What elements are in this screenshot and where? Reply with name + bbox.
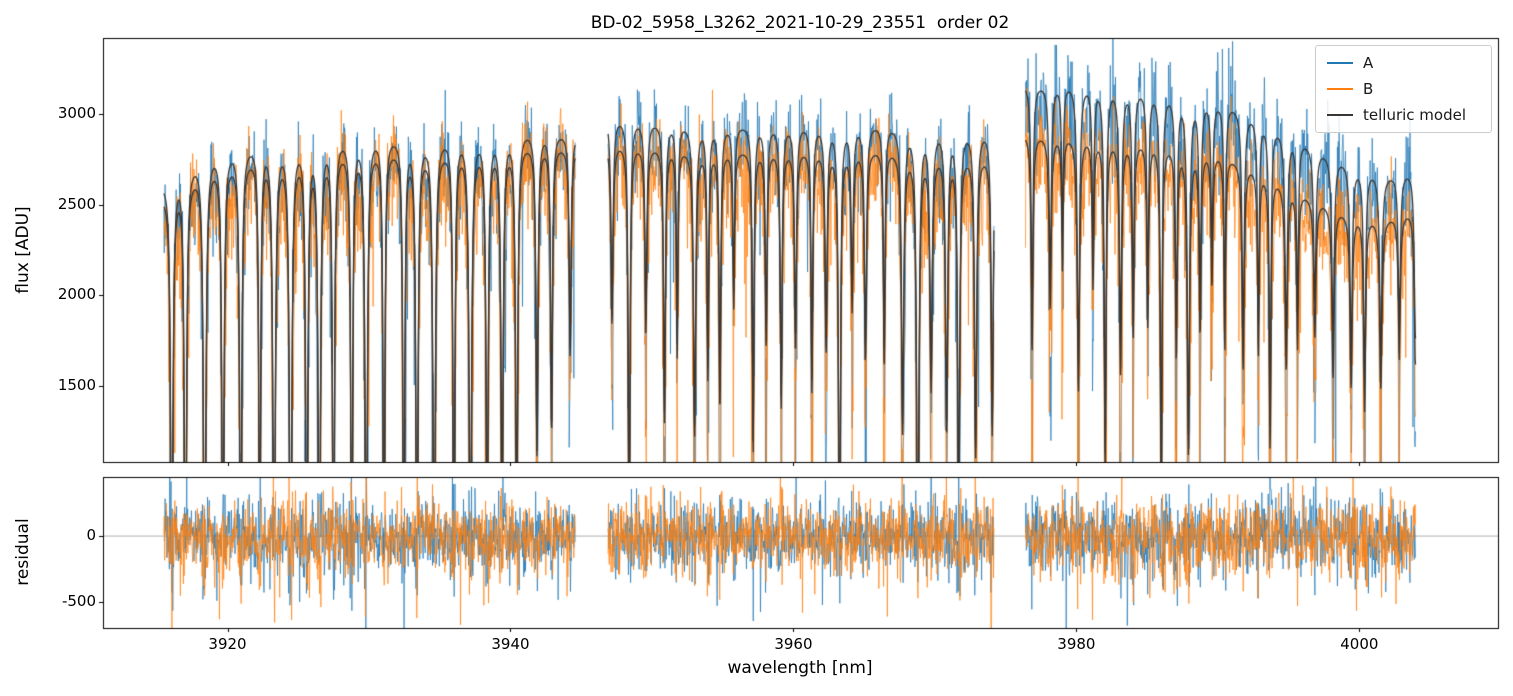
y-tick-label-flux: 3000 — [57, 104, 96, 123]
x-tick-label: 3960 — [774, 635, 813, 653]
legend-item-telluric-model: telluric model — [1327, 106, 1477, 124]
y-tick-label-flux: 1500 — [57, 375, 96, 394]
x-tick-label: 3920 — [208, 635, 247, 653]
wavelength-axis-label: wavelength [nm] — [727, 658, 873, 678]
x-tick-label: 3980 — [1057, 635, 1096, 653]
legend-item-b: B — [1327, 80, 1477, 98]
legend-line-telluric-icon — [1327, 114, 1353, 116]
y-tick-label-flux: 2500 — [57, 194, 96, 213]
legend-item-a: A — [1327, 54, 1477, 72]
legend-label-b: B — [1363, 80, 1374, 98]
figure-title: BD-02_5958_L3262_2021-10-29_23551 order … — [590, 13, 1010, 33]
legend-label-telluric: telluric model — [1363, 106, 1467, 124]
y-tick-label-residual: -500 — [61, 591, 96, 610]
legend-label-a: A — [1363, 54, 1374, 72]
y-tick-label-flux: 2000 — [57, 285, 96, 304]
legend-line-a-icon — [1327, 62, 1353, 64]
flux-axis-label: flux [ADU] — [13, 206, 33, 294]
legend: A B telluric model — [1315, 45, 1492, 133]
x-tick-label: 3940 — [491, 635, 530, 653]
legend-line-b-icon — [1327, 88, 1353, 90]
y-tick-label-residual: 0 — [86, 526, 96, 545]
residual-axis-label: residual — [13, 518, 33, 586]
x-tick-label: 4000 — [1340, 635, 1379, 653]
